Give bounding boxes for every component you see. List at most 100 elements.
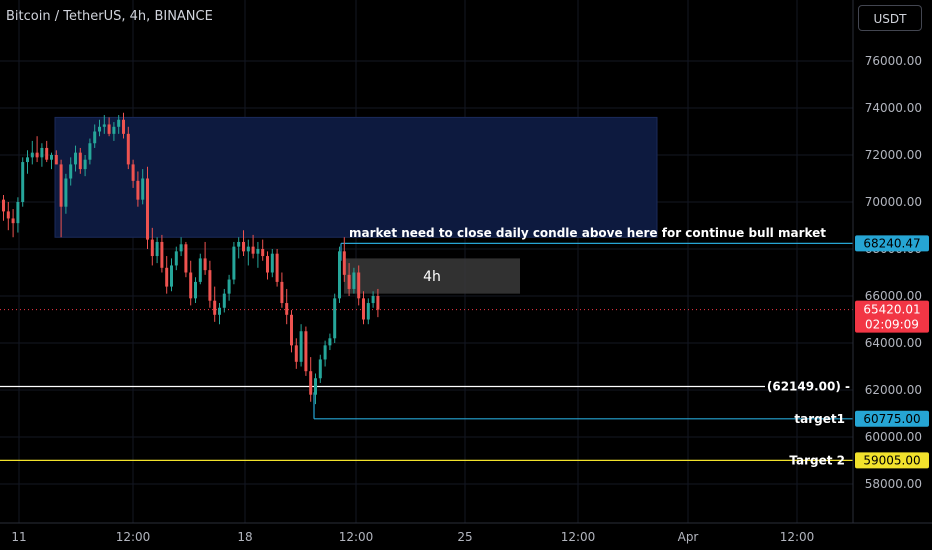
- price-tick-label: 62000.00: [865, 383, 922, 397]
- candle-body: [376, 296, 380, 310]
- candle-body: [174, 251, 178, 266]
- candle-body: [213, 300, 217, 315]
- time-tick-label: 18: [237, 530, 252, 544]
- candles: [2, 112, 380, 405]
- candle-body: [184, 244, 188, 273]
- candle-body: [266, 256, 269, 273]
- level-label: Target 2: [789, 453, 845, 467]
- candle-body: [88, 143, 92, 160]
- candle-body: [194, 281, 197, 299]
- candle-body: [21, 162, 25, 202]
- candle-body: [50, 155, 53, 160]
- annotation-text: market need to close daily condle above …: [349, 226, 826, 240]
- candle-body: [280, 281, 284, 304]
- candle-body: [198, 258, 202, 282]
- level-price-tag: [855, 235, 929, 252]
- candle-body: [256, 249, 260, 254]
- last-price-tag: [855, 300, 929, 333]
- price-tick-label: 66000.00: [865, 289, 922, 303]
- candle-body: [318, 359, 322, 379]
- timeframe-box-label: 4h: [423, 269, 441, 285]
- candle-body: [323, 345, 327, 360]
- timeframe-box: [344, 258, 520, 294]
- candle-body: [146, 178, 149, 240]
- candle-body: [299, 331, 303, 362]
- chart-title: Bitcoin / TetherUS, 4h, BINANCE: [6, 9, 213, 24]
- candle-body: [227, 279, 231, 294]
- currency-button[interactable]: USDT: [858, 5, 922, 31]
- level-price-tag: [855, 410, 929, 427]
- price-tick-label: 74000.00: [865, 101, 922, 115]
- candle-body: [179, 244, 183, 252]
- candle-body: [237, 241, 241, 247]
- candle-body: [189, 272, 193, 299]
- candle-body: [342, 251, 346, 275]
- level-price-tag-text: 68240.47: [863, 236, 920, 250]
- candle-body: [371, 296, 375, 304]
- supply-zone: [54, 116, 658, 238]
- candle-body: [93, 131, 97, 144]
- candle-body: [16, 202, 20, 224]
- time-tick-label: 12:00: [339, 530, 374, 544]
- candle-body: [131, 164, 135, 181]
- candle-body: [261, 249, 265, 257]
- candle-body: [11, 218, 15, 224]
- candle-body: [290, 314, 293, 346]
- candle-body: [222, 293, 226, 308]
- price-axis[interactable]: 58000.00 60000.00 62000.00 64000.00 66000.00…: [865, 54, 922, 491]
- candle-body: [304, 331, 308, 372]
- time-tick-label: 12:00: [780, 530, 815, 544]
- candle-body: [357, 272, 361, 299]
- price-tick-label: 70000.00: [865, 195, 922, 209]
- candle-body: [122, 119, 125, 134]
- candle-body: [45, 147, 49, 160]
- candle-body: [165, 267, 169, 287]
- candle-body: [294, 345, 298, 362]
- candle-body: [352, 272, 356, 289]
- candle-body: [232, 246, 236, 280]
- candle-body: [309, 371, 313, 395]
- candle-body: [74, 152, 77, 165]
- candle-body: [160, 241, 164, 268]
- candle-body: [338, 251, 341, 299]
- price-tick-label: 60000.00: [865, 430, 922, 444]
- candle-body: [59, 164, 63, 207]
- candle-body: [275, 253, 279, 282]
- candle-body: [117, 119, 121, 127]
- candle-body: [242, 241, 245, 252]
- candle-body: [98, 126, 101, 132]
- candle-body: [208, 270, 212, 301]
- candle-body: [64, 178, 68, 207]
- candle-body: [141, 178, 145, 200]
- candle-body: [150, 239, 154, 257]
- last-price-countdown: 02:09:09: [865, 318, 919, 332]
- candle-body: [333, 298, 337, 339]
- candle-body: [170, 265, 173, 287]
- candle-body: [251, 246, 255, 254]
- level-price-tag-text: 60775.00: [863, 412, 920, 426]
- candle-body: [2, 199, 5, 212]
- candle-body: [54, 155, 58, 165]
- candle-body: [6, 211, 10, 219]
- candle-body: [78, 152, 82, 170]
- candle-body: [26, 157, 29, 163]
- price-tick-label: 72000.00: [865, 148, 922, 162]
- candle-body: [203, 258, 207, 271]
- level-price-tag-text: 59005.00: [863, 453, 920, 467]
- candle-body: [285, 303, 289, 315]
- candle-body: [35, 152, 39, 158]
- time-tick-label: 11: [11, 530, 26, 544]
- last-price-value: 65420.01: [863, 303, 920, 317]
- candle-body: [328, 338, 332, 346]
- time-axis[interactable]: 11 12:00 18 12:00 25 12:00 Apr 12:00: [11, 530, 814, 544]
- candle-body: [218, 307, 221, 315]
- level-label: target1: [794, 412, 845, 426]
- price-levels: (62149.00) - target1 Target 2: [0, 242, 853, 467]
- candle-body: [69, 164, 73, 179]
- candle-body: [314, 378, 317, 395]
- candle-body: [155, 241, 159, 257]
- zones: 4h: [54, 116, 658, 294]
- level-price-tag: [855, 452, 929, 469]
